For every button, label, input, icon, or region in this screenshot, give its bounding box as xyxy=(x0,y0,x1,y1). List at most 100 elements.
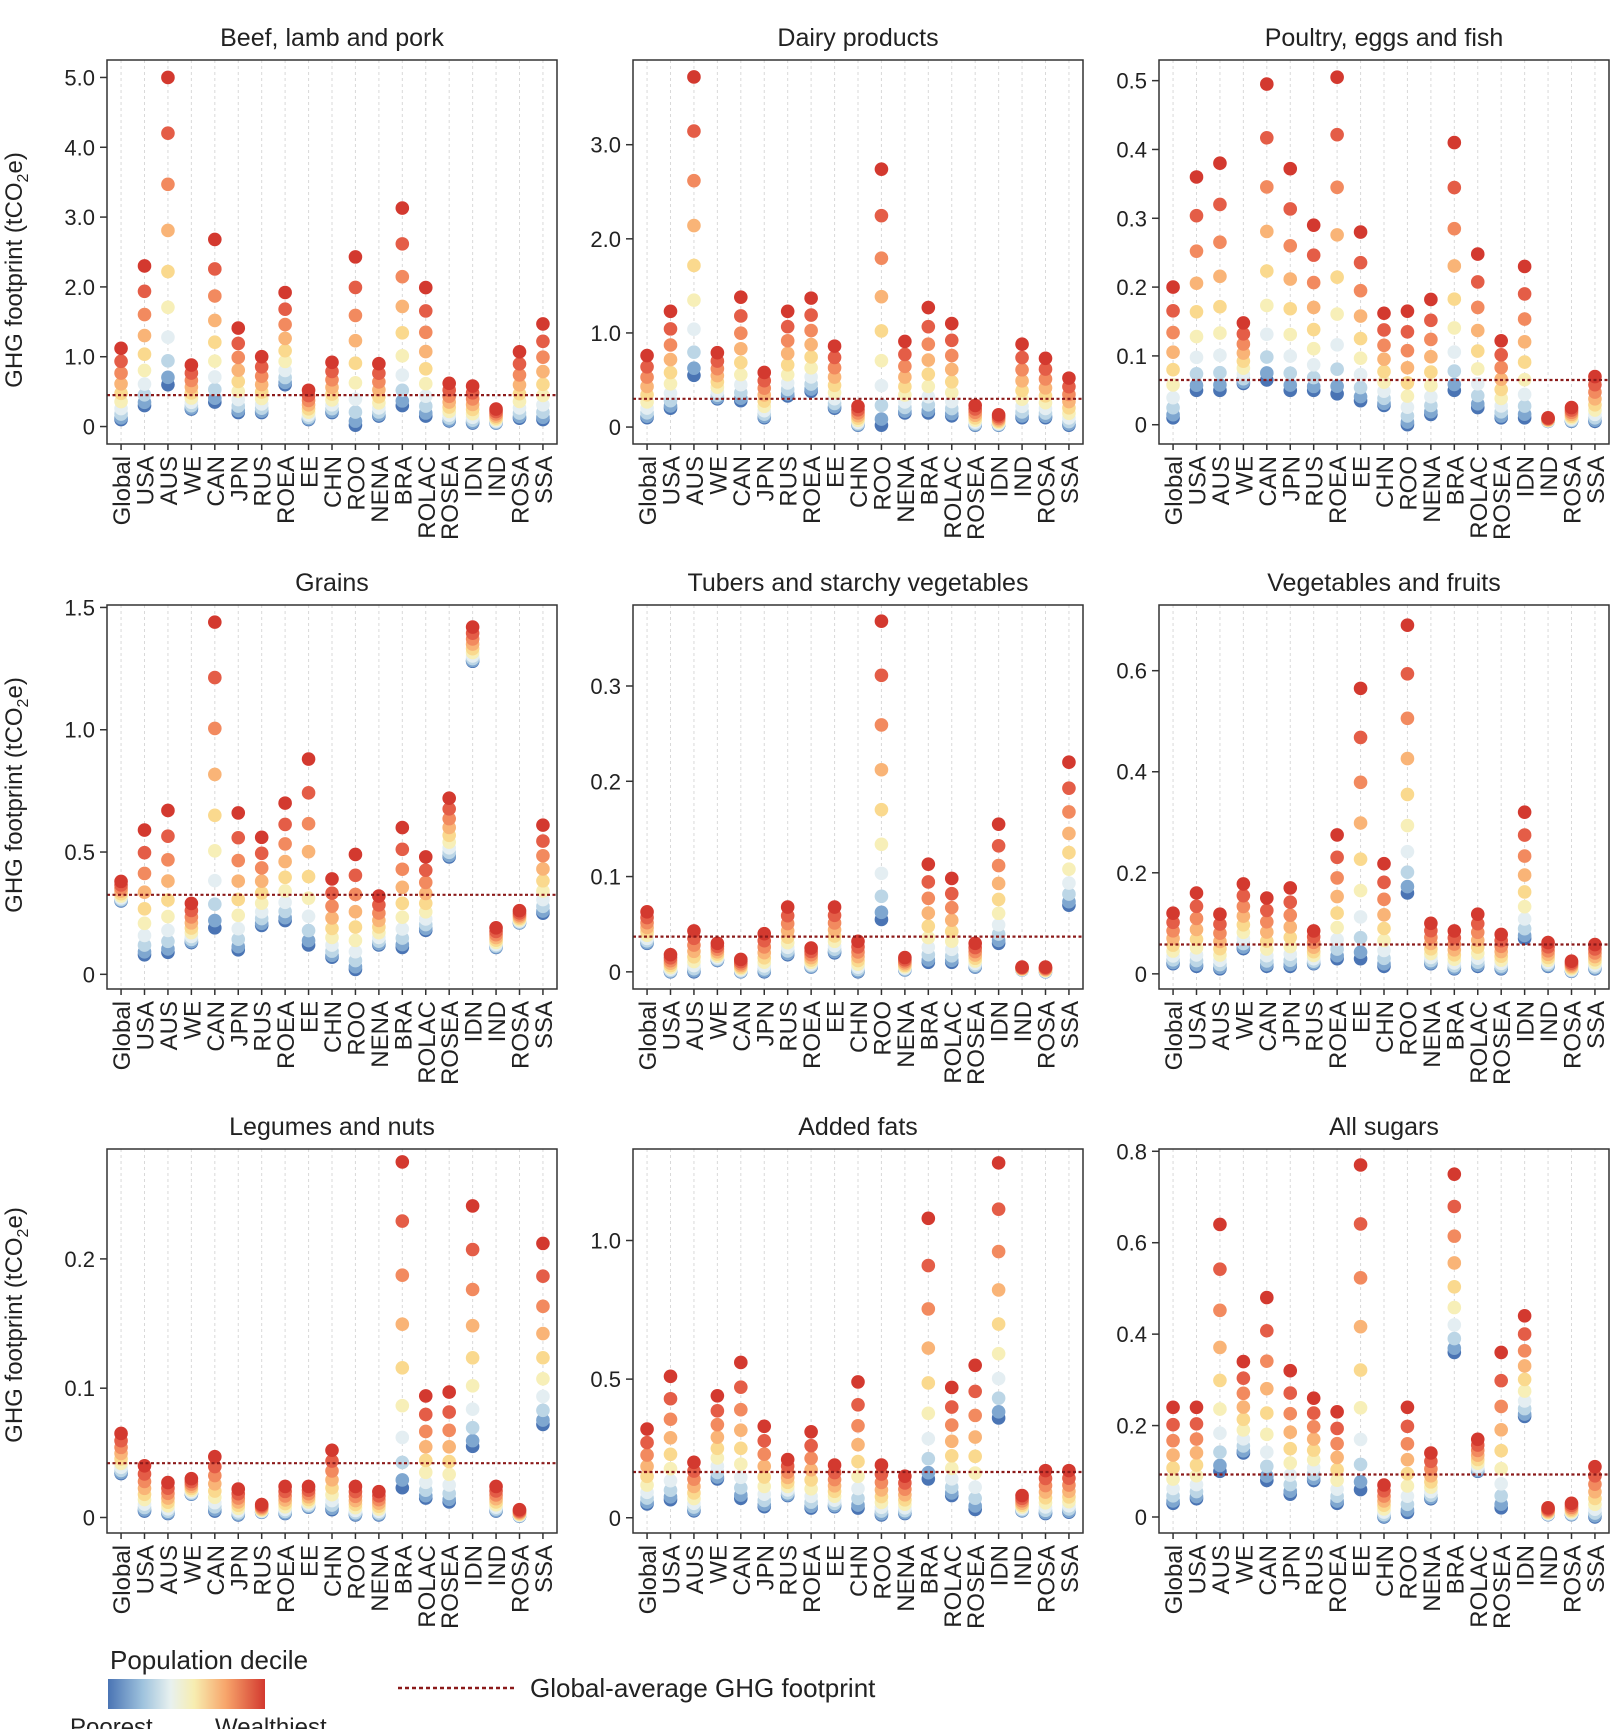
legend-title: Population decile xyxy=(110,1645,308,1675)
data-point xyxy=(1260,1469,1274,1483)
data-point xyxy=(687,124,701,138)
data-point xyxy=(874,889,889,904)
data-point xyxy=(1213,1402,1227,1416)
data-point xyxy=(968,398,982,413)
data-point xyxy=(1447,1199,1462,1214)
data-point xyxy=(1377,856,1391,871)
data-point xyxy=(780,346,795,361)
data-point xyxy=(1470,247,1485,261)
data-point xyxy=(780,304,795,319)
y-tick-label: 5.0 xyxy=(64,65,95,90)
data-point xyxy=(1353,1319,1368,1334)
data-point xyxy=(1517,828,1532,842)
data-point xyxy=(325,886,339,900)
data-point xyxy=(1213,1340,1227,1355)
data-point xyxy=(1306,341,1321,356)
panel-title: Dairy products xyxy=(777,24,938,52)
data-point xyxy=(663,338,678,352)
data-point xyxy=(184,896,199,911)
data-point xyxy=(1330,270,1344,285)
data-point xyxy=(1213,907,1227,922)
x-tick-label: IND xyxy=(1536,1001,1563,1042)
data-point xyxy=(734,1441,748,1456)
data-point xyxy=(874,208,889,223)
data-point xyxy=(512,345,527,359)
data-point xyxy=(254,886,269,900)
data-point xyxy=(208,897,222,911)
data-point xyxy=(536,1269,550,1284)
data-point xyxy=(1330,828,1344,842)
data-point xyxy=(1166,1433,1180,1448)
x-tick-label: WE xyxy=(1231,1001,1258,1040)
data-point xyxy=(1424,292,1438,307)
y-tick-label: 0 xyxy=(609,1506,621,1531)
data-point xyxy=(1236,1386,1251,1401)
data-point xyxy=(804,1425,818,1439)
data-point xyxy=(536,1371,550,1386)
data-point xyxy=(254,874,269,889)
data-point xyxy=(1213,1217,1227,1232)
x-tick-label: BRA xyxy=(390,456,417,505)
data-point xyxy=(1353,816,1368,830)
data-point xyxy=(536,317,550,331)
y-tick-label: 3.0 xyxy=(64,205,95,230)
x-tick-label: ROEA xyxy=(799,1545,826,1613)
data-point xyxy=(1189,886,1204,900)
data-point xyxy=(1038,362,1053,376)
data-point xyxy=(301,909,316,924)
data-point xyxy=(968,1384,982,1399)
data-point xyxy=(395,910,410,925)
x-tick-label: NENA xyxy=(893,456,920,523)
plot-frame xyxy=(1158,1148,1610,1534)
data-point xyxy=(710,1417,725,1432)
data-point xyxy=(512,378,527,392)
x-tick-label: ROLAC xyxy=(940,1545,967,1628)
data-point xyxy=(710,1451,725,1465)
data-point xyxy=(687,1455,701,1470)
x-tick-label: USA xyxy=(659,1545,686,1594)
data-point xyxy=(1330,180,1344,195)
data-point xyxy=(921,1258,936,1273)
data-point xyxy=(536,873,550,888)
x-tick-label: CHN xyxy=(320,1545,347,1597)
data-point xyxy=(1306,248,1321,262)
y-tick-label: 0.5 xyxy=(64,840,95,865)
data-point xyxy=(1588,369,1602,384)
data-point xyxy=(348,1479,363,1494)
data-point xyxy=(1470,388,1485,403)
x-tick-label: RUS xyxy=(250,456,277,507)
data-point xyxy=(1166,906,1180,921)
data-point xyxy=(944,900,959,915)
data-point xyxy=(395,1473,410,1487)
data-point xyxy=(1189,304,1204,319)
x-tick-label: ROSA xyxy=(1560,1545,1587,1613)
data-point xyxy=(874,668,889,683)
x-tick-label: JPN xyxy=(226,1001,253,1046)
data-point xyxy=(804,361,818,375)
data-point xyxy=(1330,932,1344,947)
data-point xyxy=(1283,908,1298,922)
x-tick-label: ROEA xyxy=(1325,1545,1352,1613)
data-point xyxy=(161,70,175,85)
data-point xyxy=(757,365,772,380)
data-point xyxy=(1400,1437,1415,1451)
y-tick-label: 0 xyxy=(609,415,621,440)
data-point xyxy=(512,357,527,371)
data-point xyxy=(137,928,152,943)
data-point xyxy=(1353,331,1368,346)
data-point xyxy=(137,866,152,881)
data-point xyxy=(1166,345,1180,360)
data-point xyxy=(921,319,936,334)
data-point xyxy=(1353,1217,1368,1231)
data-point xyxy=(418,399,433,413)
data-point xyxy=(395,1360,410,1375)
data-point xyxy=(418,1424,433,1439)
data-point xyxy=(827,900,842,914)
x-tick-label: EE xyxy=(297,1545,324,1577)
y-tick-label: 0 xyxy=(1135,1505,1147,1530)
data-point xyxy=(536,834,550,848)
data-point xyxy=(1306,1432,1321,1446)
data-point xyxy=(465,1282,480,1297)
x-tick-label: IDN xyxy=(461,1545,488,1586)
x-tick-label: IDN xyxy=(987,456,1014,497)
